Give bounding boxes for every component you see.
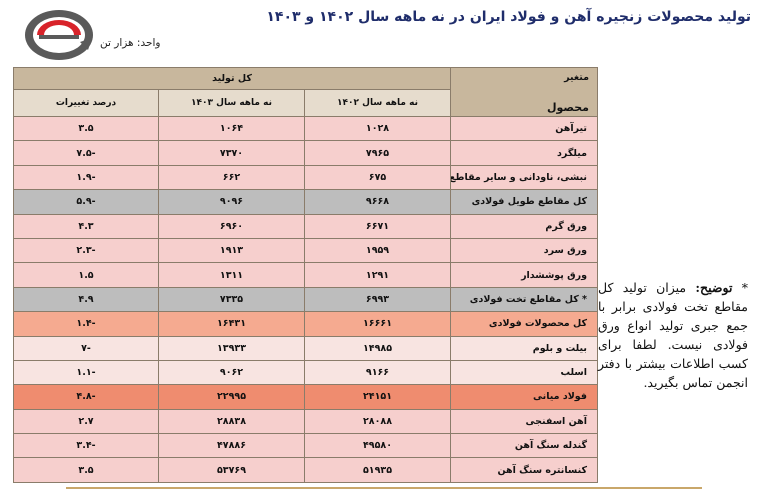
- unit-label: واحد: هزار تن: [100, 37, 161, 49]
- value-1402: ۶۹۹۳: [304, 286, 451, 313]
- table-row: ورق پوششدار ۱۲۹۱ ۱۳۱۱ ۱.۵: [13, 262, 598, 288]
- value-1402: ۴۹۵۸۰: [304, 433, 451, 459]
- table-row: بیلت و بلوم ۱۴۹۸۵ ۱۳۹۳۳ -۷: [13, 335, 598, 361]
- value-1403: ۹۰۶۲: [158, 359, 305, 386]
- product-name: کل مقاطع طویل فولادی: [450, 189, 598, 215]
- product-name: اسلب: [450, 359, 598, 386]
- value-1402: ۱۰۲۸: [304, 115, 451, 142]
- variable-header: متغیر: [564, 72, 589, 83]
- value-1403: ۷۳۷۰: [158, 140, 305, 166]
- value-1403: ۱۶۴۳۱: [158, 311, 305, 337]
- change-percent: -۴.۸: [13, 384, 159, 410]
- table-row-total: فولاد میانی ۲۴۱۵۱ ۲۲۹۹۵ -۴.۸: [13, 384, 598, 410]
- value-1402: ۲۸۰۸۸: [304, 408, 451, 435]
- value-1403: ۶۶۲: [158, 164, 305, 191]
- association-logo: [25, 10, 93, 60]
- change-percent: -۱.۴: [13, 311, 159, 337]
- value-1402: ۶۶۷۱: [304, 213, 451, 239]
- change-percent: ۳.۵: [13, 115, 159, 142]
- value-1403: ۵۳۷۶۹: [158, 457, 305, 483]
- value-1403: ۶۹۶۰: [158, 213, 305, 239]
- change-percent: -۱.۹: [13, 164, 159, 191]
- product-name: میلگرد: [450, 140, 598, 166]
- change-percent: -۵.۹: [13, 189, 159, 215]
- table-row: آهن اسفنجی ۲۸۰۸۸ ۲۸۸۳۸ ۲.۷: [13, 408, 598, 435]
- change-percent: -۲.۳: [13, 237, 159, 264]
- table-row-subtotal: کل مقاطع طویل فولادی ۹۶۶۸ ۹۰۹۶ -۵.۹: [13, 189, 598, 215]
- value-1403: ۱۰۶۴: [158, 115, 305, 142]
- value-1403: ۱۳۱۱: [158, 262, 305, 288]
- col-1402-header: نه ماهه سال ۱۴۰۲: [304, 89, 451, 117]
- value-1402: ۶۷۵: [304, 164, 451, 191]
- change-percent: ۴.۳: [13, 213, 159, 239]
- col-change-header: درصد تغییرات: [13, 89, 159, 117]
- table-row: میلگرد ۷۹۶۵ ۷۳۷۰ -۷.۵: [13, 140, 598, 166]
- table-row: گندله سنگ آهن ۴۹۵۸۰ ۴۷۸۸۶ -۳.۴: [13, 433, 598, 459]
- product-name: کنسانتره سنگ آهن: [450, 457, 598, 483]
- value-1403: ۴۷۸۸۶: [158, 433, 305, 459]
- table-row: ورق سرد ۱۹۵۹ ۱۹۱۳ -۲.۳: [13, 237, 598, 264]
- note-text: میزان تولید کل مقاطع تخت فولادی برابر با…: [598, 280, 748, 390]
- change-percent: ۳.۵: [13, 457, 159, 483]
- production-table-container: متغیر محصول کل تولید نه ماهه سال ۱۴۰۲ نه…: [13, 67, 598, 483]
- change-percent: -۳.۴: [13, 433, 159, 459]
- value-1403: ۲۸۸۳۸: [158, 408, 305, 435]
- value-1402: ۱۹۵۹: [304, 237, 451, 264]
- value-1402: ۷۹۶۵: [304, 140, 451, 166]
- value-1403: ۹۰۹۶: [158, 189, 305, 215]
- value-1402: ۵۱۹۳۵: [304, 457, 451, 483]
- change-percent: -۷.۵: [13, 140, 159, 166]
- note-label: توضیح:: [695, 280, 733, 295]
- value-1402: ۱۴۹۸۵: [304, 335, 451, 361]
- product-name: کل محصولات فولادی: [450, 311, 598, 337]
- value-1402: ۹۶۶۸: [304, 189, 451, 215]
- value-1402: ۹۱۶۶: [304, 359, 451, 386]
- change-percent: -۷: [13, 335, 159, 361]
- value-1402: ۱۲۹۱: [304, 262, 451, 288]
- product-name: ورق پوششدار: [450, 262, 598, 288]
- explanation-note: * توضیح: میزان تولید کل مقاطع تخت فولادی…: [598, 278, 748, 392]
- product-name: فولاد میانی: [450, 384, 598, 410]
- total-production-header: کل تولید: [13, 67, 451, 90]
- product-name: تیرآهن: [450, 115, 598, 142]
- page-title: تولید محصولات زنجیره آهن و فولاد ایران د…: [266, 9, 751, 25]
- value-1403: ۲۲۹۹۵: [158, 384, 305, 410]
- change-percent: ۴.۹: [13, 286, 159, 313]
- change-percent: -۱.۱: [13, 359, 159, 386]
- col-1403-header: نه ماهه سال ۱۴۰۳: [158, 89, 305, 117]
- table-row-total: کل محصولات فولادی ۱۶۶۶۱ ۱۶۴۳۱ -۱.۴: [13, 311, 598, 337]
- product-name: نبشی، ناودانی و سایر مقاطع: [450, 164, 598, 191]
- product-name: بیلت و بلوم: [450, 335, 598, 361]
- product-name: ورق سرد: [450, 237, 598, 264]
- product-header: محصول: [546, 101, 589, 114]
- variable-product-header: متغیر محصول: [450, 67, 598, 117]
- table-row: تیرآهن ۱۰۲۸ ۱۰۶۴ ۳.۵: [13, 115, 598, 142]
- value-1402: ۱۶۶۶۱: [304, 311, 451, 337]
- footer-divider: [66, 487, 702, 489]
- value-1402: ۲۴۱۵۱: [304, 384, 451, 410]
- change-percent: ۲.۷: [13, 408, 159, 435]
- table-row-subtotal: * کل مقاطع تخت فولادی ۶۹۹۳ ۷۳۳۵ ۴.۹: [13, 286, 598, 313]
- value-1403: ۱۳۹۳۳: [158, 335, 305, 361]
- product-name: آهن اسفنجی: [450, 408, 598, 435]
- product-name: ورق گرم: [450, 213, 598, 239]
- production-table: متغیر محصول کل تولید نه ماهه سال ۱۴۰۲ نه…: [13, 67, 598, 483]
- value-1403: ۱۹۱۳: [158, 237, 305, 264]
- change-percent: ۱.۵: [13, 262, 159, 288]
- product-name: گندله سنگ آهن: [450, 433, 598, 459]
- table-row: اسلب ۹۱۶۶ ۹۰۶۲ -۱.۱: [13, 359, 598, 386]
- table-row: نبشی، ناودانی و سایر مقاطع ۶۷۵ ۶۶۲ -۱.۹: [13, 164, 598, 191]
- note-star: *: [741, 280, 748, 295]
- value-1403: ۷۳۳۵: [158, 286, 305, 313]
- table-row: کنسانتره سنگ آهن ۵۱۹۳۵ ۵۳۷۶۹ ۳.۵: [13, 457, 598, 483]
- table-row: ورق گرم ۶۶۷۱ ۶۹۶۰ ۴.۳: [13, 213, 598, 239]
- product-name: * کل مقاطع تخت فولادی: [450, 286, 598, 313]
